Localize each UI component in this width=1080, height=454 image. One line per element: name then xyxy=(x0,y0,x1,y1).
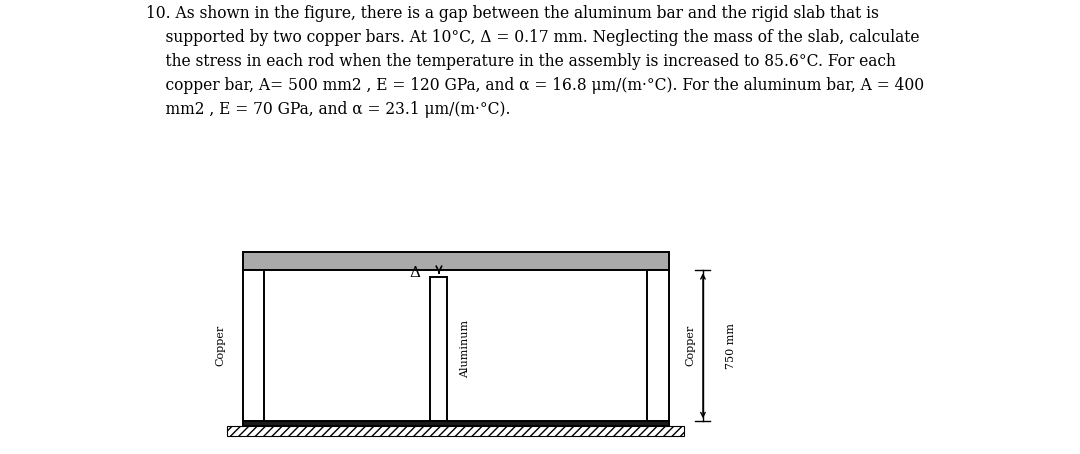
Bar xyxy=(227,426,685,436)
Bar xyxy=(243,421,669,426)
Text: 750 mm: 750 mm xyxy=(726,323,737,369)
Text: Δ: Δ xyxy=(409,266,420,280)
Bar xyxy=(431,277,447,421)
Bar xyxy=(243,270,265,421)
Text: Aluminum: Aluminum xyxy=(460,321,470,379)
Text: Copper: Copper xyxy=(216,325,226,366)
Text: 10. As shown in the figure, there is a gap between the aluminum bar and the rigi: 10. As shown in the figure, there is a g… xyxy=(146,5,923,118)
Text: Copper: Copper xyxy=(686,325,696,366)
Bar xyxy=(647,270,669,421)
Bar xyxy=(243,252,669,270)
